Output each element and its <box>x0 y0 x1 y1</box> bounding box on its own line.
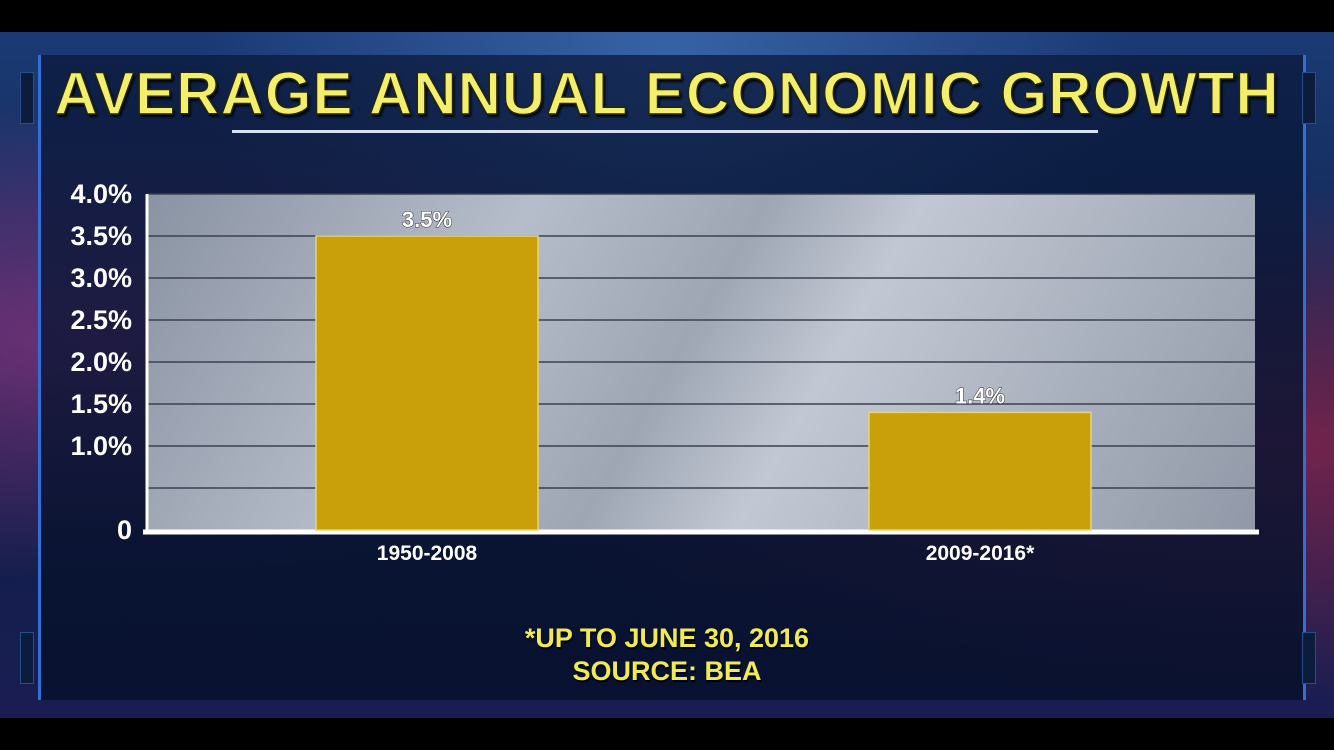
letterbox-bottom <box>0 718 1334 750</box>
panel-post-left-bottom <box>20 632 34 684</box>
y-tick-label: 0 <box>117 515 132 545</box>
y-tick-label: 1.5% <box>70 389 132 419</box>
bar <box>315 235 539 531</box>
source-note: SOURCE: BEA <box>572 656 762 686</box>
y-tick-label: 2.5% <box>70 305 132 335</box>
bar-value-label: 1.4% <box>955 383 1005 408</box>
panel-post-right-bottom <box>1302 632 1316 684</box>
panel-post-right-top <box>1302 72 1316 124</box>
bar <box>868 411 1092 531</box>
bar-value-label: 3.5% <box>402 207 452 232</box>
y-tick-label: 4.0% <box>70 179 132 209</box>
y-tick-label: 3.0% <box>70 263 132 293</box>
x-category-label: 2009-2016* <box>926 542 1035 565</box>
letterbox-top <box>0 0 1334 32</box>
y-tick-label: 2.0% <box>70 347 132 377</box>
title-underline <box>232 130 1098 133</box>
footnote: *UP TO JUNE 30, 2016 <box>524 623 810 653</box>
y-tick-label: 3.5% <box>70 221 132 251</box>
y-tick-label: 1.0% <box>70 431 132 461</box>
chart-title: AVERAGE ANNUAL ECONOMIC GROWTH <box>53 59 1280 128</box>
x-category-label: 1950-2008 <box>377 542 478 565</box>
panel-post-left-top <box>20 72 34 124</box>
